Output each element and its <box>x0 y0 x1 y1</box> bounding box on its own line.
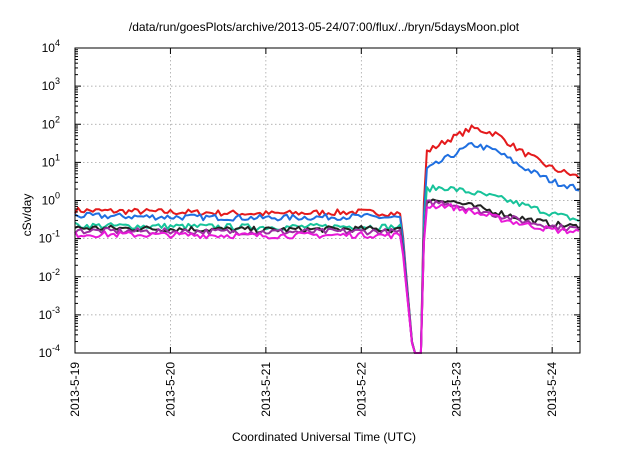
data-series-line <box>74 124 580 354</box>
y-axis-label: cSv/day <box>20 194 34 237</box>
grid <box>75 48 580 353</box>
y-tick-exponent: -2 <box>52 267 60 277</box>
y-tick-label: 10-1 <box>39 229 60 246</box>
data-series-line <box>74 199 580 354</box>
x-tick-labels: 2013-5-19 2013-5-20 2013-5-21 2013-5-22 2013… <box>68 362 559 417</box>
y-tick-exponent: 1 <box>55 152 60 162</box>
y-tick-label: 102 <box>42 114 60 131</box>
y-tick-base: 10 <box>42 79 56 93</box>
y-tick-base: 10 <box>39 232 53 246</box>
x-tick-label: 2013-5-20 <box>163 362 177 417</box>
data-series-line <box>74 142 580 354</box>
y-tick-label: 10-3 <box>39 305 60 322</box>
y-tick-base: 10 <box>39 346 53 360</box>
x-tick-label: 2013-5-24 <box>545 362 559 417</box>
y-tick-label: 101 <box>42 152 60 169</box>
ticks <box>74 47 580 354</box>
x-tick-label: 2013-5-21 <box>259 362 273 417</box>
y-tick-label: 104 <box>42 38 60 55</box>
chart-title: /data/run/goesPlots/archive/2013-05-24/0… <box>129 20 520 34</box>
y-tick-base: 10 <box>42 155 56 169</box>
y-tick-label: 103 <box>42 76 60 93</box>
y-tick-base: 10 <box>42 117 56 131</box>
y-tick-exponent: 4 <box>55 38 60 48</box>
y-tick-base: 10 <box>42 194 56 208</box>
y-tick-exponent: -3 <box>52 305 60 315</box>
y-tick-exponent: 0 <box>55 191 60 201</box>
data-series-line <box>74 198 580 354</box>
y-tick-exponent: -1 <box>52 229 60 239</box>
x-tick-label: 2013-5-23 <box>450 362 464 417</box>
x-tick-label: 2013-5-19 <box>68 362 82 417</box>
y-tick-exponent: 3 <box>55 76 60 86</box>
y-tick-base: 10 <box>39 270 53 284</box>
series-group <box>74 124 580 354</box>
data-series-line <box>74 203 580 354</box>
y-tick-exponent: -4 <box>52 343 60 353</box>
x-axis-label: Coordinated Universal Time (UTC) <box>232 430 416 444</box>
y-tick-base: 10 <box>39 308 53 322</box>
y-tick-label: 100 <box>42 191 60 208</box>
y-tick-label: 10-2 <box>39 267 60 284</box>
y-tick-exponent: 2 <box>55 114 60 124</box>
x-tick-label: 2013-5-22 <box>354 362 368 417</box>
y-tick-base: 10 <box>42 41 56 55</box>
y-tick-label: 10-4 <box>39 343 60 360</box>
